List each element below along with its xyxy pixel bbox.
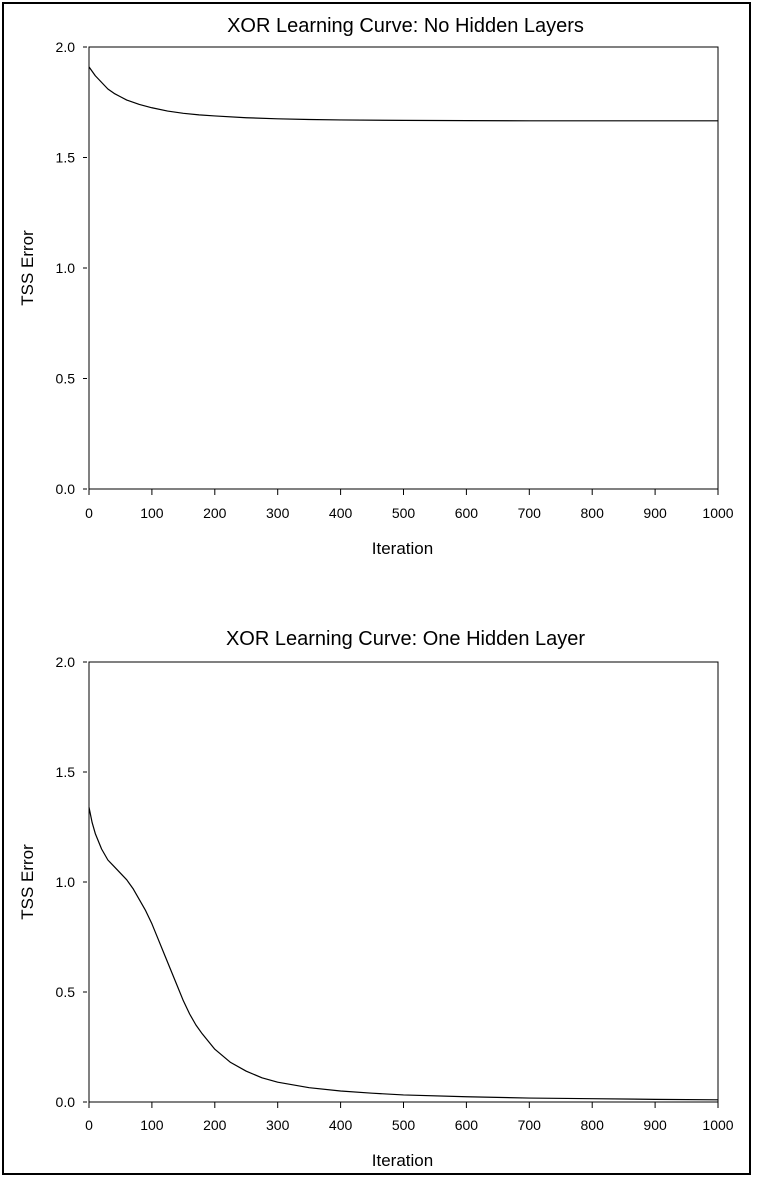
x-tick-label: 900 bbox=[643, 1117, 667, 1133]
x-tick-label: 0 bbox=[85, 505, 93, 521]
x-tick-label: 400 bbox=[329, 1117, 353, 1133]
x-tick-label: 1000 bbox=[702, 505, 733, 521]
x-tick-label: 300 bbox=[266, 505, 290, 521]
x-tick-label: 200 bbox=[203, 505, 227, 521]
y-tick-label: 1.5 bbox=[56, 150, 76, 166]
y-tick-label: 2.0 bbox=[56, 654, 76, 670]
y-tick-label: 0.0 bbox=[56, 1094, 76, 1110]
x-tick-label: 900 bbox=[643, 505, 667, 521]
x-axis-label: Iteration bbox=[372, 539, 433, 558]
y-tick-label: 1.0 bbox=[56, 874, 76, 890]
chart-title: XOR Learning Curve: One Hidden Layer bbox=[226, 628, 585, 650]
x-tick-label: 1000 bbox=[702, 1117, 733, 1133]
plot-area bbox=[88, 661, 719, 1103]
y-tick-label: 1.0 bbox=[56, 260, 76, 276]
chart-title: XOR Learning Curve: No Hidden Layers bbox=[227, 15, 584, 37]
y-tick-label: 0.5 bbox=[56, 371, 76, 387]
x-tick-label: 100 bbox=[140, 505, 164, 521]
x-tick-label: 800 bbox=[581, 1117, 605, 1133]
y-axis-label: TSS Error bbox=[18, 230, 37, 306]
x-tick-label: 700 bbox=[518, 1117, 542, 1133]
series-line bbox=[88, 807, 719, 1101]
x-tick-label: 600 bbox=[455, 1117, 479, 1133]
x-tick-label: 700 bbox=[518, 505, 542, 521]
x-tick-label: 500 bbox=[392, 505, 416, 521]
x-tick-label: 600 bbox=[455, 505, 479, 521]
x-tick-label: 0 bbox=[85, 1117, 93, 1133]
series-line bbox=[88, 66, 718, 122]
y-tick-label: 0.0 bbox=[56, 481, 76, 497]
chart-1: XOR Learning Curve: No Hidden Layers 0.0 0… bbox=[18, 15, 734, 558]
x-axis-label: Iteration bbox=[372, 1151, 433, 1170]
x-tick-label: 100 bbox=[140, 1117, 164, 1133]
y-tick-label: 2.0 bbox=[56, 39, 76, 55]
x-tick-label: 500 bbox=[392, 1117, 416, 1133]
y-tick-label: 0.5 bbox=[56, 984, 76, 1000]
x-tick-label: 200 bbox=[203, 1117, 227, 1133]
x-tick-label: 300 bbox=[266, 1117, 290, 1133]
y-tick-label: 1.5 bbox=[56, 764, 76, 780]
chart-2: XOR Learning Curve: One Hidden Layer 0.0 0… bbox=[18, 628, 734, 1170]
y-axis-label: TSS Error bbox=[18, 844, 37, 920]
x-tick-label: 400 bbox=[329, 505, 353, 521]
x-tick-label: 800 bbox=[581, 505, 605, 521]
